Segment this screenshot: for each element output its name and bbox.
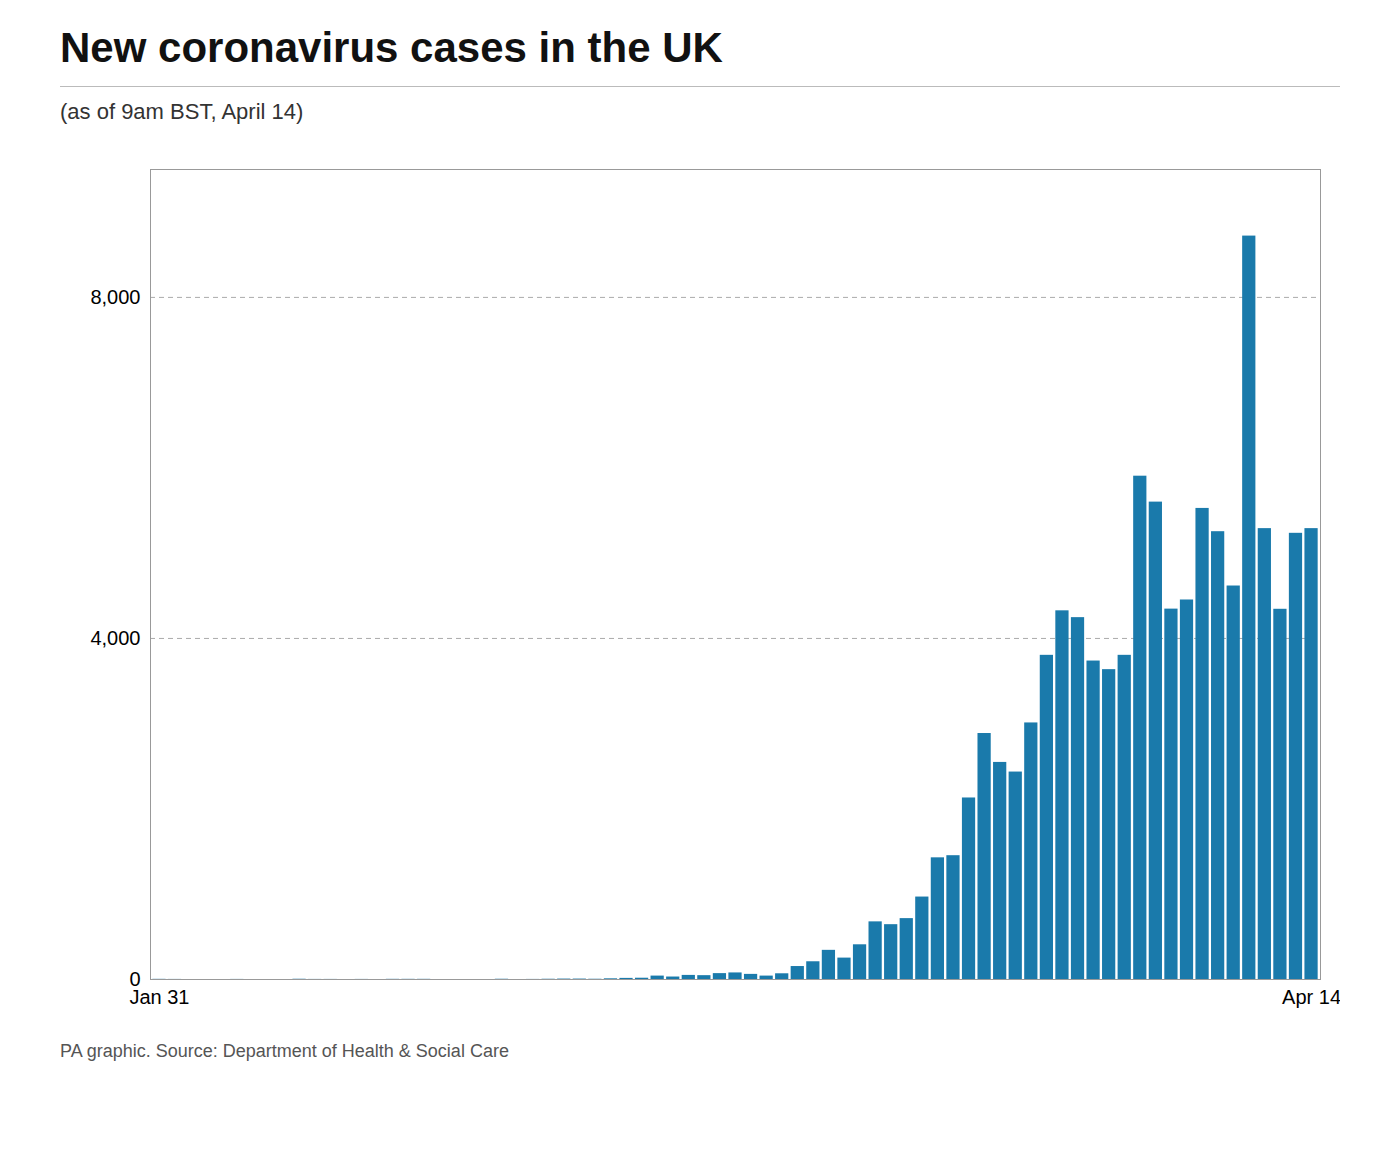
svg-text:4,000: 4,000 bbox=[90, 627, 140, 649]
svg-text:0: 0 bbox=[129, 967, 141, 990]
svg-text:Jan 31: Jan 31 bbox=[129, 986, 189, 1008]
svg-text:Apr 14: Apr 14 bbox=[1282, 986, 1340, 1008]
html-text:PA graphic. Source: Department: PA graphic. Source: Department of Health… bbox=[60, 1041, 509, 1061]
svg-text:8,000: 8,000 bbox=[90, 286, 140, 308]
html-text:New coronavirus cases in the U: New coronavirus cases in the UK bbox=[60, 24, 723, 71]
html-text:(as of 9am BST, April 14): (as of 9am BST, April 14) bbox=[60, 99, 304, 124]
